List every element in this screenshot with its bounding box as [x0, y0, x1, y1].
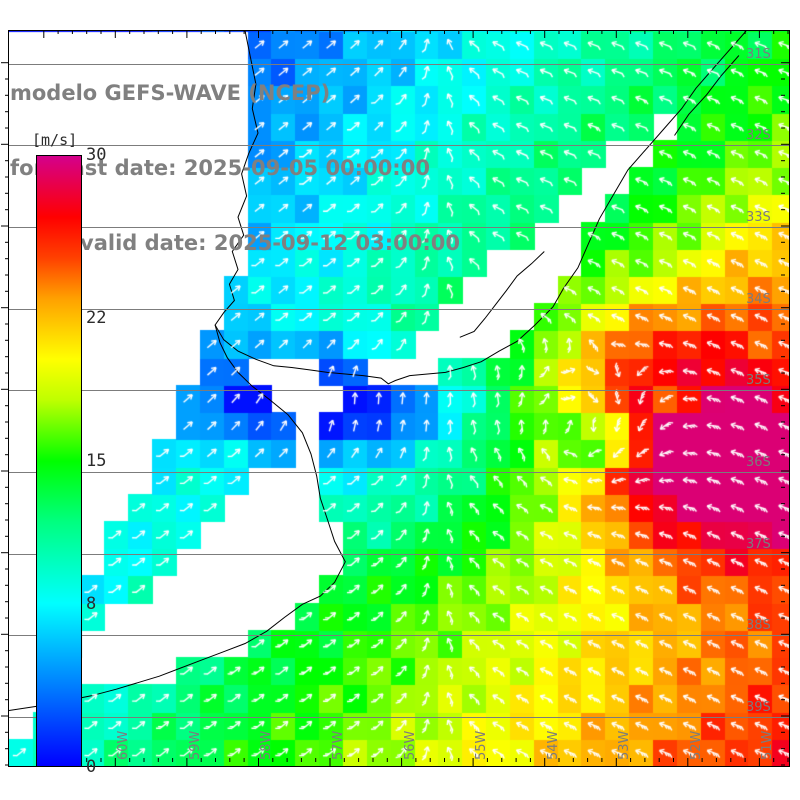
- ruler-right: [781, 62, 789, 766]
- colorbar-tick-0: 0: [86, 757, 97, 777]
- wind-direction-arrows: [9, 31, 789, 766]
- ruler-bottom: [43, 758, 789, 766]
- ruler-top: [43, 30, 789, 38]
- graticule-grid: [9, 64, 789, 718]
- colorbar-tick-8: 8: [86, 593, 97, 614]
- colorbar-gradient: [36, 155, 82, 767]
- colorbar-tick-22: 22: [86, 308, 107, 329]
- colorbar-units-label: [m/s]: [32, 131, 78, 149]
- colorbar-tick-15: 15: [86, 451, 107, 471]
- colorbar-tick-30: 30: [86, 145, 107, 165]
- map-plot-area[interactable]: [8, 30, 790, 767]
- ruler-left: [1, 62, 9, 766]
